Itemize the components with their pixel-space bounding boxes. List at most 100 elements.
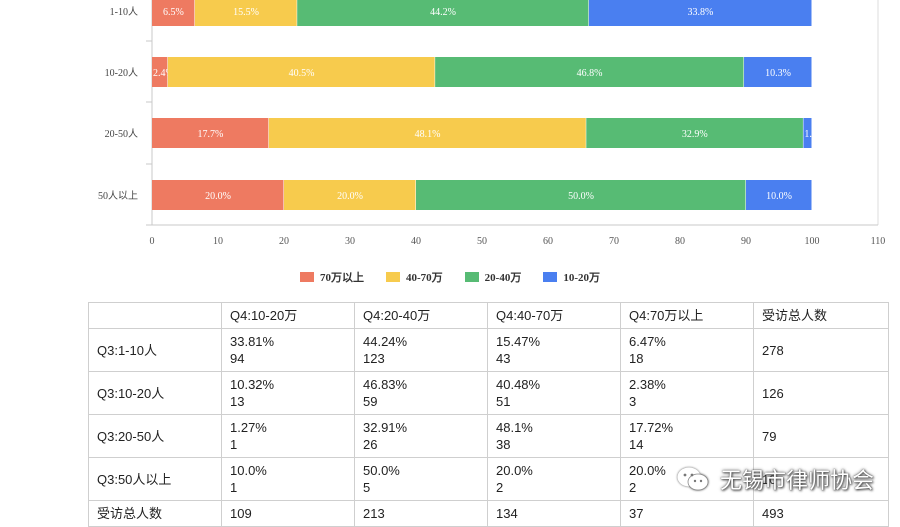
data-label: 17.7% — [197, 129, 223, 140]
cell-percent: 32.91% — [363, 420, 408, 435]
row-label: Q3:10-20人 — [88, 371, 222, 415]
cell-percent: 10.32% — [230, 377, 275, 392]
cell-percent: 2.38% — [629, 377, 666, 392]
x-tick-label: 20 — [279, 236, 289, 247]
table-cell: 48.1% 38 — [487, 414, 621, 458]
header-cell: Q4:40-70万 — [487, 302, 621, 329]
cell-percent: 48.1% — [496, 420, 533, 435]
cell-count: 3 — [629, 394, 637, 409]
x-tick-label: 0 — [150, 236, 155, 247]
cell-count: 38 — [496, 437, 511, 452]
bar-segment — [586, 118, 804, 148]
row-label: Q3:50人以上 — [88, 457, 222, 501]
watermark-text: 无锡市律师协会 — [720, 468, 875, 493]
data-label: 10.0% — [766, 191, 792, 202]
bar-segment — [803, 118, 812, 148]
cell-count: 5 — [363, 480, 371, 495]
x-tick-label: 100 — [805, 236, 820, 247]
table-row: Q3:50人以上 10.0% 1 50.0% 5 20.0% 2 20.0% 2 10 — [88, 457, 889, 501]
table-cell: 10.32% 13 — [221, 371, 355, 415]
bar-segment — [746, 180, 812, 210]
wechat-icon — [677, 467, 709, 491]
data-label: 10.3% — [765, 68, 791, 79]
x-tick-label: 70 — [609, 236, 619, 247]
table-row: Q3:1-10人 33.81% 94 44.24% 123 15.47% 43 6.47% 18… — [88, 328, 889, 372]
cell-count: 13 — [230, 394, 245, 409]
cell-percent: 15.47% — [496, 334, 541, 349]
cell-percent: 46.83% — [363, 377, 408, 392]
legend-label: 10-20万 — [563, 272, 600, 284]
table-cell: 33.81% 94 — [221, 328, 355, 372]
bar-segment — [167, 57, 436, 87]
stacked-bar-chart: 6.5% 15.5% 44.2% 33.8% 1-10人 2.4% 40.5% 46.8% 10… — [98, 0, 886, 247]
chart-canvas: 6.5% 15.5% 44.2% 33.8% 1-10人 2.4% 40.5% 46.8% 10… — [98, 0, 886, 247]
table-header-row: Q4:10-20万 Q4:20-40万 Q4:40-70万 Q4:70万以上 受… — [88, 302, 889, 329]
row-label: Q3:20-50人 — [88, 414, 222, 458]
legend-swatch — [385, 272, 400, 282]
data-label: 50.0% — [568, 191, 594, 202]
watermark: 无锡市律师协会 — [676, 462, 874, 496]
row-total: 79 — [753, 414, 889, 458]
table-cell: 17.72% 14 — [620, 414, 754, 458]
table-cell: 32.91% 26 — [354, 414, 488, 458]
footer-value: 213 — [354, 500, 488, 527]
legend-swatch — [543, 272, 558, 282]
data-label: 20.0% — [205, 191, 231, 202]
data-label: 33.8% — [688, 7, 714, 18]
data-label: 46.8% — [577, 68, 603, 79]
x-tick-label: 110 — [871, 236, 886, 247]
table-cell: 40.48% 51 — [487, 371, 621, 415]
bar-segment — [152, 180, 284, 210]
bar-segment — [152, 57, 168, 87]
cell-percent: 20.0% — [496, 463, 533, 478]
legend-item: 40-70万 — [385, 269, 443, 285]
cell-percent: 10.0% — [230, 463, 267, 478]
table-cell: 6.47% 18 — [620, 328, 754, 372]
x-tick-label: 40 — [411, 236, 421, 247]
cell-percent: 17.72% — [629, 420, 674, 435]
header-cell: Q4:70万以上 — [620, 302, 754, 329]
x-tick-label: 10 — [213, 236, 223, 247]
category-label: 50人以上 — [98, 190, 138, 202]
table-cell: 44.24% 123 — [354, 328, 488, 372]
cell-count: 1 — [230, 480, 238, 495]
cell-count: 26 — [363, 437, 378, 452]
legend-label: 70万以上 — [319, 272, 364, 284]
cell-count: 2 — [629, 480, 637, 495]
bar-segment — [194, 0, 298, 26]
bar-segment — [297, 0, 589, 26]
cell-percent: 50.0% — [363, 463, 400, 478]
table-cell: 10.0% 1 — [221, 457, 355, 501]
cell-count: 59 — [363, 394, 378, 409]
bar-segment — [416, 180, 746, 210]
cell-percent: 20.0% — [629, 463, 666, 478]
footer-value: 109 — [221, 500, 355, 527]
legend-label: 40-70万 — [405, 272, 443, 284]
x-tick-label: 90 — [741, 236, 751, 247]
table-cell: 15.47% 43 — [487, 328, 621, 372]
legend-item: 10-20万 — [543, 269, 600, 285]
cell-count: 51 — [496, 394, 511, 409]
category-label: 10-20人 — [105, 67, 138, 79]
cell-percent: 40.48% — [496, 377, 541, 392]
table-cell: 46.83% 59 — [354, 371, 488, 415]
crosstab-table: Q4:10-20万 Q4:20-40万 Q4:40-70万 Q4:70万以上 受… — [88, 302, 889, 527]
table-cell: 50.0% 5 — [354, 457, 488, 501]
data-label: 48.1% — [415, 129, 441, 140]
data-label: 2.4% — [153, 68, 174, 79]
table-cell: 20.0% 2 — [620, 457, 754, 501]
table-row: Q3:10-20人 10.32% 13 46.83% 59 40.48% 51 2.38% 3 1… — [88, 371, 889, 415]
header-cell: Q4:20-40万 — [354, 302, 488, 329]
data-label: 44.2% — [430, 7, 456, 18]
bar-segment — [284, 180, 416, 210]
cell-percent: 6.47% — [629, 334, 666, 349]
x-tick-label: 80 — [675, 236, 685, 247]
data-label: 20.0% — [337, 191, 363, 202]
header-cell: Q4:10-20万 — [221, 302, 355, 329]
bar-segment — [152, 0, 195, 26]
category-label: 1-10人 — [110, 6, 138, 18]
row-label: Q3:1-10人 — [88, 328, 222, 372]
x-tick-label: 60 — [543, 236, 553, 247]
legend-swatch — [464, 272, 479, 282]
bar-segment — [268, 118, 587, 148]
